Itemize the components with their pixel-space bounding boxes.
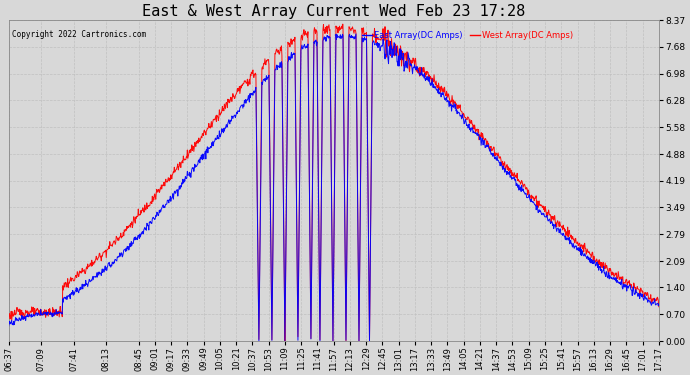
Legend: East Array(DC Amps), West Array(DC Amps): East Array(DC Amps), West Array(DC Amps) bbox=[359, 28, 577, 44]
Text: Copyright 2022 Cartronics.com: Copyright 2022 Cartronics.com bbox=[12, 30, 146, 39]
Title: East & West Array Current Wed Feb 23 17:28: East & West Array Current Wed Feb 23 17:… bbox=[142, 4, 525, 19]
